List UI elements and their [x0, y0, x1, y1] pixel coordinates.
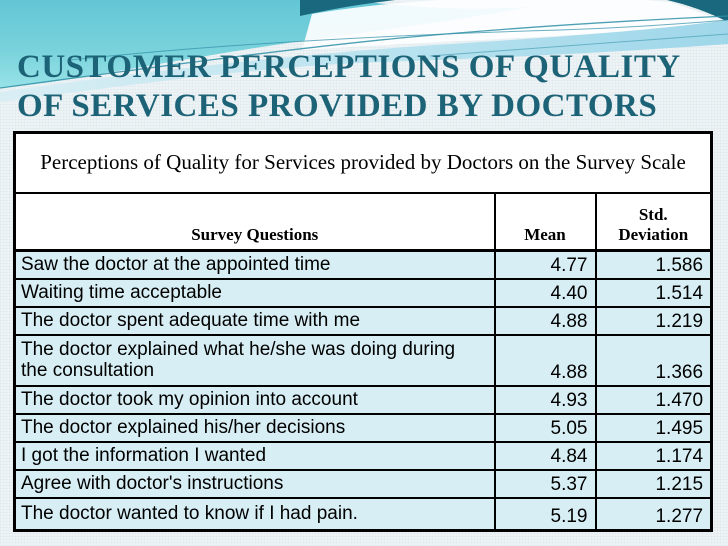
- table-row: Saw the doctor at the appointed time 4.7…: [13, 249, 713, 280]
- table-caption-text: Perceptions of Quality for Services prov…: [40, 150, 686, 175]
- mean-cell: 5.37: [493, 468, 597, 499]
- slide-title-line1: CUSTOMER PERCEPTIONS OF QUALITY: [17, 49, 681, 85]
- light-blue-wave-shape: [0, 20, 728, 102]
- mean-cell: 4.88: [493, 305, 597, 336]
- std-cell: 1.366: [594, 333, 713, 387]
- question-cell: The doctor explained his/her decisions: [13, 412, 496, 443]
- survey-results-table: Perceptions of Quality for Services prov…: [13, 131, 714, 532]
- slide-title-line2: OF SERVICES PROVIDED BY DOCTORS: [17, 88, 658, 124]
- dark-teal-corner-shape: [300, 0, 728, 22]
- question-cell: I got the information I wanted: [13, 440, 496, 471]
- std-cell: 1.586: [594, 249, 713, 280]
- std-cell: 1.219: [594, 305, 713, 336]
- table-row: Agree with doctor's instructions 5.37 1.…: [13, 468, 713, 499]
- mean-cell: 4.77: [493, 249, 597, 280]
- mean-cell: 4.84: [493, 440, 597, 471]
- table-row: The doctor explained what he/she was doi…: [13, 333, 713, 387]
- std-cell: 1.514: [594, 277, 713, 308]
- table-header-row: Survey Questions Mean Std. Deviation: [13, 191, 713, 252]
- std-cell: 1.215: [594, 468, 713, 499]
- accent-line-1: [0, 15, 728, 89]
- column-header-std-deviation-text: Std. Deviation: [618, 205, 689, 244]
- column-header-mean: Mean: [493, 191, 597, 252]
- column-header-survey-questions: Survey Questions: [13, 191, 496, 252]
- question-cell: Waiting time acceptable: [13, 277, 496, 308]
- table-row: The doctor spent adequate time with me 4…: [13, 305, 713, 336]
- mean-cell: 5.05: [493, 412, 597, 443]
- table-row: The doctor explained his/her decisions 5…: [13, 412, 713, 443]
- accent-line-2: [69, 19, 728, 61]
- question-cell: The doctor spent adequate time with me: [13, 305, 496, 336]
- question-cell: The doctor explained what he/she was doi…: [13, 333, 496, 387]
- table-caption-row: Perceptions of Quality for Services prov…: [13, 131, 713, 194]
- mean-cell: 4.40: [493, 277, 597, 308]
- std-cell: 1.470: [594, 384, 713, 415]
- table-row: I got the information I wanted 4.84 1.17…: [13, 440, 713, 471]
- slide-title: CUSTOMER PERCEPTIONS OF QUALITY OF SERVIC…: [17, 48, 681, 126]
- mean-cell: 5.19: [493, 496, 597, 532]
- wave-decoration: [0, 0, 728, 102]
- std-cell: 1.495: [594, 412, 713, 443]
- mean-cell: 4.88: [493, 333, 597, 387]
- table-row: Waiting time acceptable 4.40 1.514: [13, 277, 713, 308]
- table-row: The doctor wanted to know if I had pain.…: [13, 496, 713, 532]
- accent-line-3: [429, 33, 728, 57]
- table-row: The doctor took my opinion into account …: [13, 384, 713, 415]
- table-caption: Perceptions of Quality for Services prov…: [13, 131, 713, 194]
- column-header-std-deviation: Std. Deviation: [594, 191, 713, 252]
- question-cell: Agree with doctor's instructions: [13, 468, 496, 499]
- mean-cell: 4.93: [493, 384, 597, 415]
- question-cell: Saw the doctor at the appointed time: [13, 249, 496, 280]
- question-cell: The doctor took my opinion into account: [13, 384, 496, 415]
- std-cell: 1.174: [594, 440, 713, 471]
- std-cell: 1.277: [594, 496, 713, 532]
- question-cell: The doctor wanted to know if I had pain.: [13, 496, 496, 532]
